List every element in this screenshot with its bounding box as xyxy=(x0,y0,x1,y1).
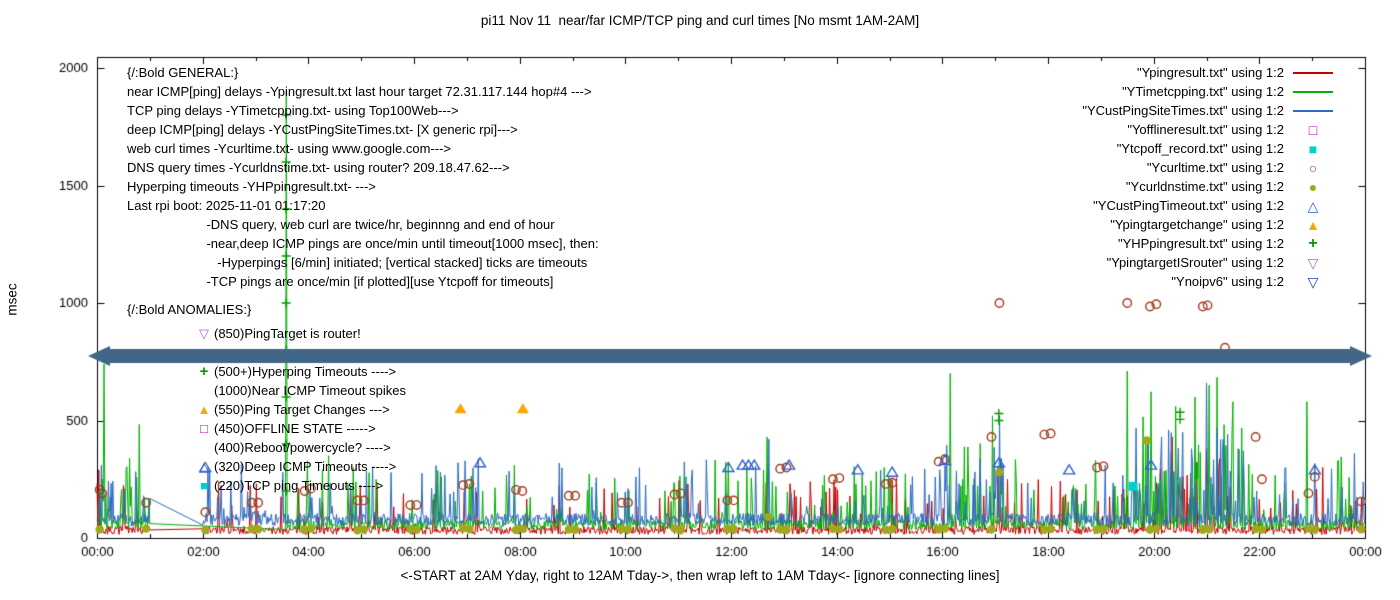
triangle-up-open-icon: △ xyxy=(1307,197,1319,214)
legend-row: "Ypingtargetchange" using 1:2 ▲ xyxy=(1082,215,1336,234)
general-line: {/:Bold GENERAL:} xyxy=(127,65,239,80)
legend-label: "Yofflineresult.txt" using 1:2 xyxy=(1127,122,1284,137)
legend-marker-sample: ○ xyxy=(1290,161,1336,175)
legend-marker-sample: ▽ xyxy=(1290,256,1336,270)
line-sample-icon xyxy=(1293,90,1333,93)
general-line: Last rpi boot: 2025-11-01 01:17:20 xyxy=(127,198,326,213)
legend-label: "YTimetcpping.txt" using 1:2 xyxy=(1122,84,1284,99)
legend-row: "Yofflineresult.txt" using 1:2 □ xyxy=(1082,120,1336,139)
anomaly-row: + (500+)Hyperping Timeouts ----> xyxy=(196,362,406,381)
legend-label: "YpingtargetISrouter" using 1:2 xyxy=(1106,255,1284,270)
legend-label: "YHPpingresult.txt" using 1:2 xyxy=(1117,236,1284,251)
plus-icon: + xyxy=(1308,234,1318,252)
general-line: -near,deep ICMP pings are once/min until… xyxy=(127,236,599,251)
triangle-up-filled-icon: ▲ xyxy=(1306,216,1320,233)
square-open-icon: □ xyxy=(1308,121,1318,138)
circle-filled-icon: ● xyxy=(1308,178,1318,195)
legend-marker-sample: △ xyxy=(1290,199,1336,213)
legend: "Ypingresult.txt" using 1:2 "YTimetcpping… xyxy=(1082,63,1336,291)
square-filled-icon: ■ xyxy=(200,478,208,493)
legend-label: "YCustPingSiteTimes.txt" using 1:2 xyxy=(1082,103,1284,118)
triangle-down-open-icon: ▽ xyxy=(199,326,209,341)
general-annotations: {/:Bold GENERAL:} near ICMP[ping] delays … xyxy=(127,63,599,291)
general-line: -TCP pings are once/min [if plotted][use… xyxy=(127,274,554,289)
legend-row: "YHPpingresult.txt" using 1:2 + xyxy=(1082,234,1336,253)
anomaly-text: (1000)Near ICMP Timeout spikes xyxy=(214,383,406,398)
legend-row: "Ycurltime.txt" using 1:2 ○ xyxy=(1082,158,1336,177)
anomaly-row: △ (320)Deep ICMP Timeouts ----> xyxy=(196,457,406,476)
legend-label: "Ynoipv6" using 1:2 xyxy=(1171,274,1284,289)
general-line: web curl times -Ycurltime.txt- using www… xyxy=(127,141,452,156)
square-open-icon: □ xyxy=(200,421,208,436)
legend-line-sample xyxy=(1290,71,1336,74)
circle-open-icon: ○ xyxy=(1308,159,1318,176)
anomaly-text: (450)OFFLINE STATE -----> xyxy=(214,421,376,436)
anomaly-annotations: ▽ (850)PingTarget is router! + (500+)Hyperp… xyxy=(196,324,406,495)
anomaly-text: (550)Ping Target Changes ---> xyxy=(214,402,390,417)
anomaly-text: (400)Reboot/powercycle? ----> xyxy=(214,440,391,455)
triangle-down-open-icon: ▽ xyxy=(1307,254,1319,271)
general-line: -Hyperpings [6/min] initiated; [vertical… xyxy=(127,255,588,270)
legend-label: "Ypingtargetchange" using 1:2 xyxy=(1110,217,1284,232)
legend-line-sample xyxy=(1290,90,1336,93)
anomaly-text: (220)TCP ping Timeouts ----> xyxy=(214,478,384,493)
triangle-down-open-icon: ▽ xyxy=(1307,273,1319,290)
square-filled-icon: ■ xyxy=(1308,140,1318,157)
anomaly-text: (320)Deep ICMP Timeouts ----> xyxy=(214,459,397,474)
legend-row: "YCustPingSiteTimes.txt" using 1:2 xyxy=(1082,101,1336,120)
anomaly-text: (850)PingTarget is router! xyxy=(214,326,361,341)
anomaly-row: (400)Reboot/powercycle? ----> xyxy=(196,438,406,457)
line-sample-icon xyxy=(1293,109,1333,112)
triangle-up-open-icon: △ xyxy=(199,459,209,474)
legend-label: "Ytcpoff_record.txt" using 1:2 xyxy=(1116,141,1284,156)
general-line: deep ICMP[ping] delays -YCustPingSiteTim… xyxy=(127,122,518,137)
legend-label: "YCustPingTimeout.txt" using 1:2 xyxy=(1093,198,1284,213)
anomaly-row: ■ (220)TCP ping Timeouts ----> xyxy=(196,476,406,495)
legend-marker-sample: ● xyxy=(1290,180,1336,194)
legend-row: "Ycurldnstime.txt" using 1:2 ● xyxy=(1082,177,1336,196)
legend-marker-sample: ■ xyxy=(1290,142,1336,156)
legend-label: "Ycurldnstime.txt" using 1:2 xyxy=(1125,179,1284,194)
anomaly-row: ▽ (850)PingTarget is router! xyxy=(196,324,406,343)
legend-row: "Ypingresult.txt" using 1:2 xyxy=(1082,63,1336,82)
chart-title: pi11 Nov 11 near/far ICMP/TCP ping and c… xyxy=(480,13,920,28)
legend-row: "Ytcpoff_record.txt" using 1:2 ■ xyxy=(1082,139,1336,158)
anomaly-row: (1000)Near ICMP Timeout spikes xyxy=(196,381,406,400)
plus-icon: + xyxy=(199,363,209,380)
legend-marker-sample: ▽ xyxy=(1290,275,1336,289)
general-line: TCP ping delays -YTimetcpping.txt- using… xyxy=(127,103,459,118)
anomaly-text: (500+)Hyperping Timeouts ----> xyxy=(214,364,397,379)
line-sample-icon xyxy=(1293,71,1333,74)
legend-marker-sample: + xyxy=(1290,234,1336,252)
legend-row: "YpingtargetISrouter" using 1:2 ▽ xyxy=(1082,253,1336,272)
general-line: DNS query times -Ycurldnstime.txt- using… xyxy=(127,160,510,175)
legend-row: "YCustPingTimeout.txt" using 1:2 △ xyxy=(1082,196,1336,215)
anomaly-row xyxy=(196,343,406,362)
x-axis-label: <-START at 2AM Yday, right to 12AM Tday-… xyxy=(400,568,1000,583)
anomaly-row: ▲ (550)Ping Target Changes ---> xyxy=(196,400,406,419)
general-line: Hyperping timeouts -YHPpingresult.txt- -… xyxy=(127,179,376,194)
triangle-up-filled-icon: ▲ xyxy=(197,402,211,417)
anomalies-heading: {/:Bold ANOMALIES:} xyxy=(127,302,252,317)
general-line: -DNS query, web curl are twice/hr, begin… xyxy=(127,217,555,232)
legend-label: "Ypingresult.txt" using 1:2 xyxy=(1136,65,1284,80)
y-axis-label: msec xyxy=(4,283,20,316)
legend-row: "Ynoipv6" using 1:2 ▽ xyxy=(1082,272,1336,291)
general-line: near ICMP[ping] delays -Ypingresult.txt … xyxy=(127,84,592,99)
anomaly-row: □ (450)OFFLINE STATE -----> xyxy=(196,419,406,438)
legend-marker-sample: ▲ xyxy=(1290,218,1336,232)
legend-label: "Ycurltime.txt" using 1:2 xyxy=(1146,160,1284,175)
legend-row: "YTimetcpping.txt" using 1:2 xyxy=(1082,82,1336,101)
legend-marker-sample: □ xyxy=(1290,123,1336,137)
legend-line-sample xyxy=(1290,109,1336,112)
